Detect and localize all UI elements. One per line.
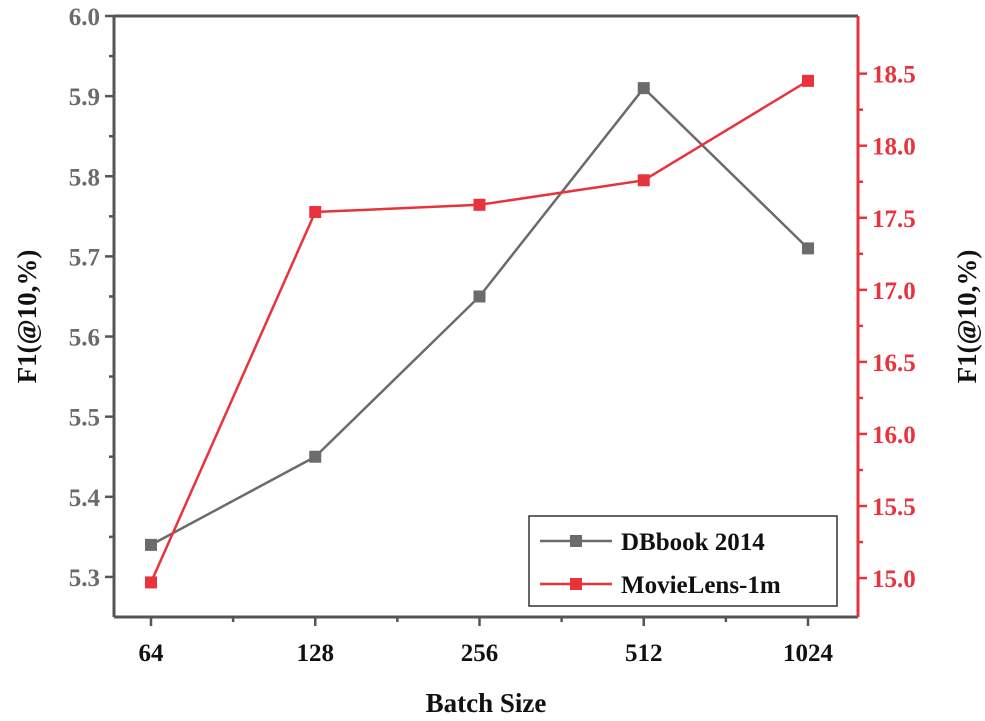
y-left-tick-label: 5.3 [69,565,100,592]
y-axis-right-title: F1(@10,%) [952,250,982,384]
series-1-point [309,206,322,219]
y-right-tick-label: 18.5 [872,62,916,89]
legend-box [528,515,838,607]
legend-marker-movielens [570,578,582,590]
axes [112,14,860,619]
y-left-tick-label: 6.0 [69,4,100,31]
legend: DBbook 2014 MovieLens-1m [528,515,838,607]
y-left-tick-label: 5.7 [69,244,100,271]
x-tick-label: 1024 [783,640,834,667]
series-line-1 [149,79,809,583]
series-0-point [637,82,650,95]
series-0-point [309,450,322,463]
y-left-tick-label: 5.5 [69,405,100,432]
y-right-tick-label: 17.5 [872,206,916,233]
ticks: 5.3 5.4 5.5 5.6 5.7 5.8 5.9 6.0 15.0 15.5 16.0 16.5… [69,4,916,667]
y-right-tick-label: 16.5 [872,350,916,377]
legend-label-dbbook: DBbook 2014 [621,529,765,556]
series-0-point [802,242,814,255]
y-right-tick-label: 15.5 [872,494,916,521]
axis-titles: Batch Size F1(@10,%) F1(@10,%) [12,250,982,718]
y-right-tick-label: 15.0 [872,566,916,593]
y-axis-left-title: F1(@10,%) [12,250,42,384]
y-right-tick-label: 16.0 [872,422,916,449]
series-1-point [145,576,157,589]
series-1-point [802,74,814,87]
y-left-tick-label: 5.6 [69,325,100,352]
x-tick-label: 64 [139,640,165,667]
legend-label-movielens: MovieLens-1m [621,572,781,599]
x-tick-label: 256 [461,640,499,667]
x-axis-title: Batch Size [426,688,547,718]
x-tick-label: 128 [297,640,335,667]
series-layer [145,74,814,589]
series-line-0 [150,86,809,546]
x-tick-label: 512 [625,640,663,667]
y-left-tick-label: 5.9 [69,84,100,111]
series-0-point [145,538,157,551]
y-right-tick-label: 18.0 [872,134,916,161]
series-0-point [473,290,486,303]
y-left-tick-label: 5.4 [69,485,101,512]
legend-marker-dbbook [570,535,582,547]
series-1-point [473,198,486,211]
y-left-tick-label: 5.8 [69,164,100,191]
series-1-point [637,174,650,187]
y-right-tick-label: 17.0 [872,278,916,305]
